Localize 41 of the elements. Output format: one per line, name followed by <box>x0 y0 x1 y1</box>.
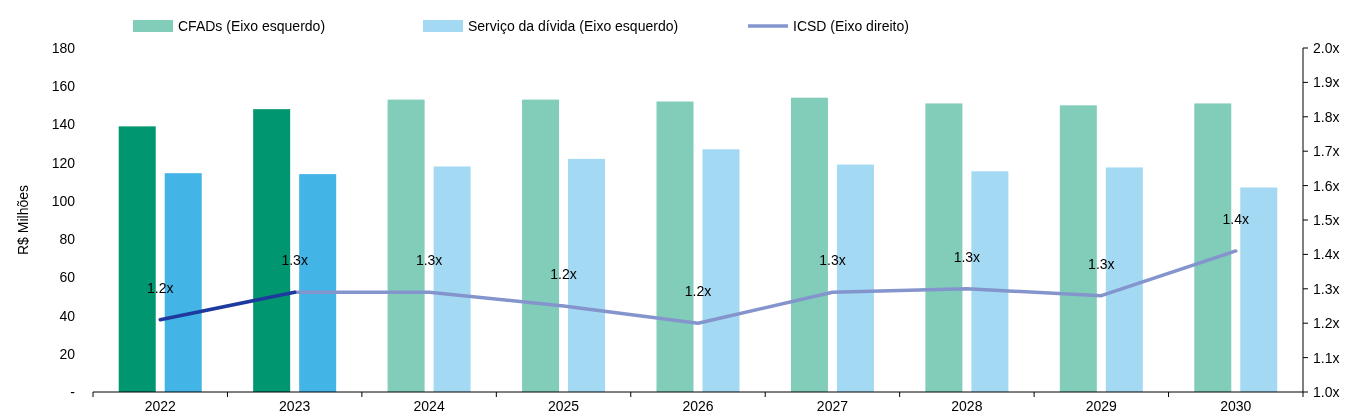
legend-label: CFADs (Eixo esquerdo) <box>178 18 326 34</box>
y2-tick-label: 1.8x <box>1313 108 1340 125</box>
x-tick-label: 2029 <box>1085 398 1118 414</box>
data-label: 1.3x <box>819 252 846 269</box>
y-tick-label: 180 <box>51 40 76 56</box>
y-tick-label: 140 <box>51 116 76 133</box>
x-tick-label: 2023 <box>279 398 311 414</box>
y2-tick-label: 1.5x <box>1313 212 1340 228</box>
y-tick-label: - <box>70 384 76 400</box>
x-tick-label: 2025 <box>547 398 580 414</box>
legend-label: Serviço da dívida (Eixo esquerdo) <box>468 18 679 34</box>
y2-tick-label: 1.1x <box>1313 349 1340 366</box>
data-label: 1.3x <box>953 248 981 265</box>
legend-label: ICSD (Eixo direito) <box>793 18 909 34</box>
y2-tick-label: 1.0x <box>1313 384 1340 400</box>
data-label: 1.3x <box>415 252 443 269</box>
y-tick-label: 160 <box>51 78 76 95</box>
y-axis-title: R$ Milhões <box>15 184 31 256</box>
x-tick-label: 2022 <box>144 398 176 414</box>
y-tick-label: 100 <box>51 192 76 209</box>
y2-tick-label: 1.7x <box>1313 143 1340 160</box>
y-tick-label: 60 <box>59 269 76 286</box>
x-tick-label: 2030 <box>1220 398 1252 414</box>
data-label: 1.2x <box>550 266 577 282</box>
x-tick-label: 2026 <box>682 398 714 414</box>
y2-tick-label: 2.0x <box>1313 40 1340 56</box>
y2-tick-label: 1.9x <box>1313 74 1340 91</box>
y2-tick-label: 1.3x <box>1313 280 1340 297</box>
data-label: 1.4x <box>1222 210 1250 227</box>
x-tick-label: 2028 <box>951 398 983 414</box>
data-label: 1.3x <box>1088 255 1115 272</box>
x-tick-label: 2024 <box>413 398 445 414</box>
y2-tick-label: 1.6x <box>1313 177 1340 194</box>
y-tick-label: 20 <box>59 345 76 362</box>
x-tick-label: 2027 <box>816 398 849 414</box>
data-label: 1.2x <box>684 283 712 300</box>
y-tick-label: 120 <box>51 154 76 171</box>
y2-tick-label: 1.4x <box>1313 246 1340 263</box>
y-tick-label: 80 <box>59 231 76 248</box>
y-tick-label: 40 <box>59 307 76 324</box>
y2-tick-label: 1.2x <box>1313 315 1340 332</box>
